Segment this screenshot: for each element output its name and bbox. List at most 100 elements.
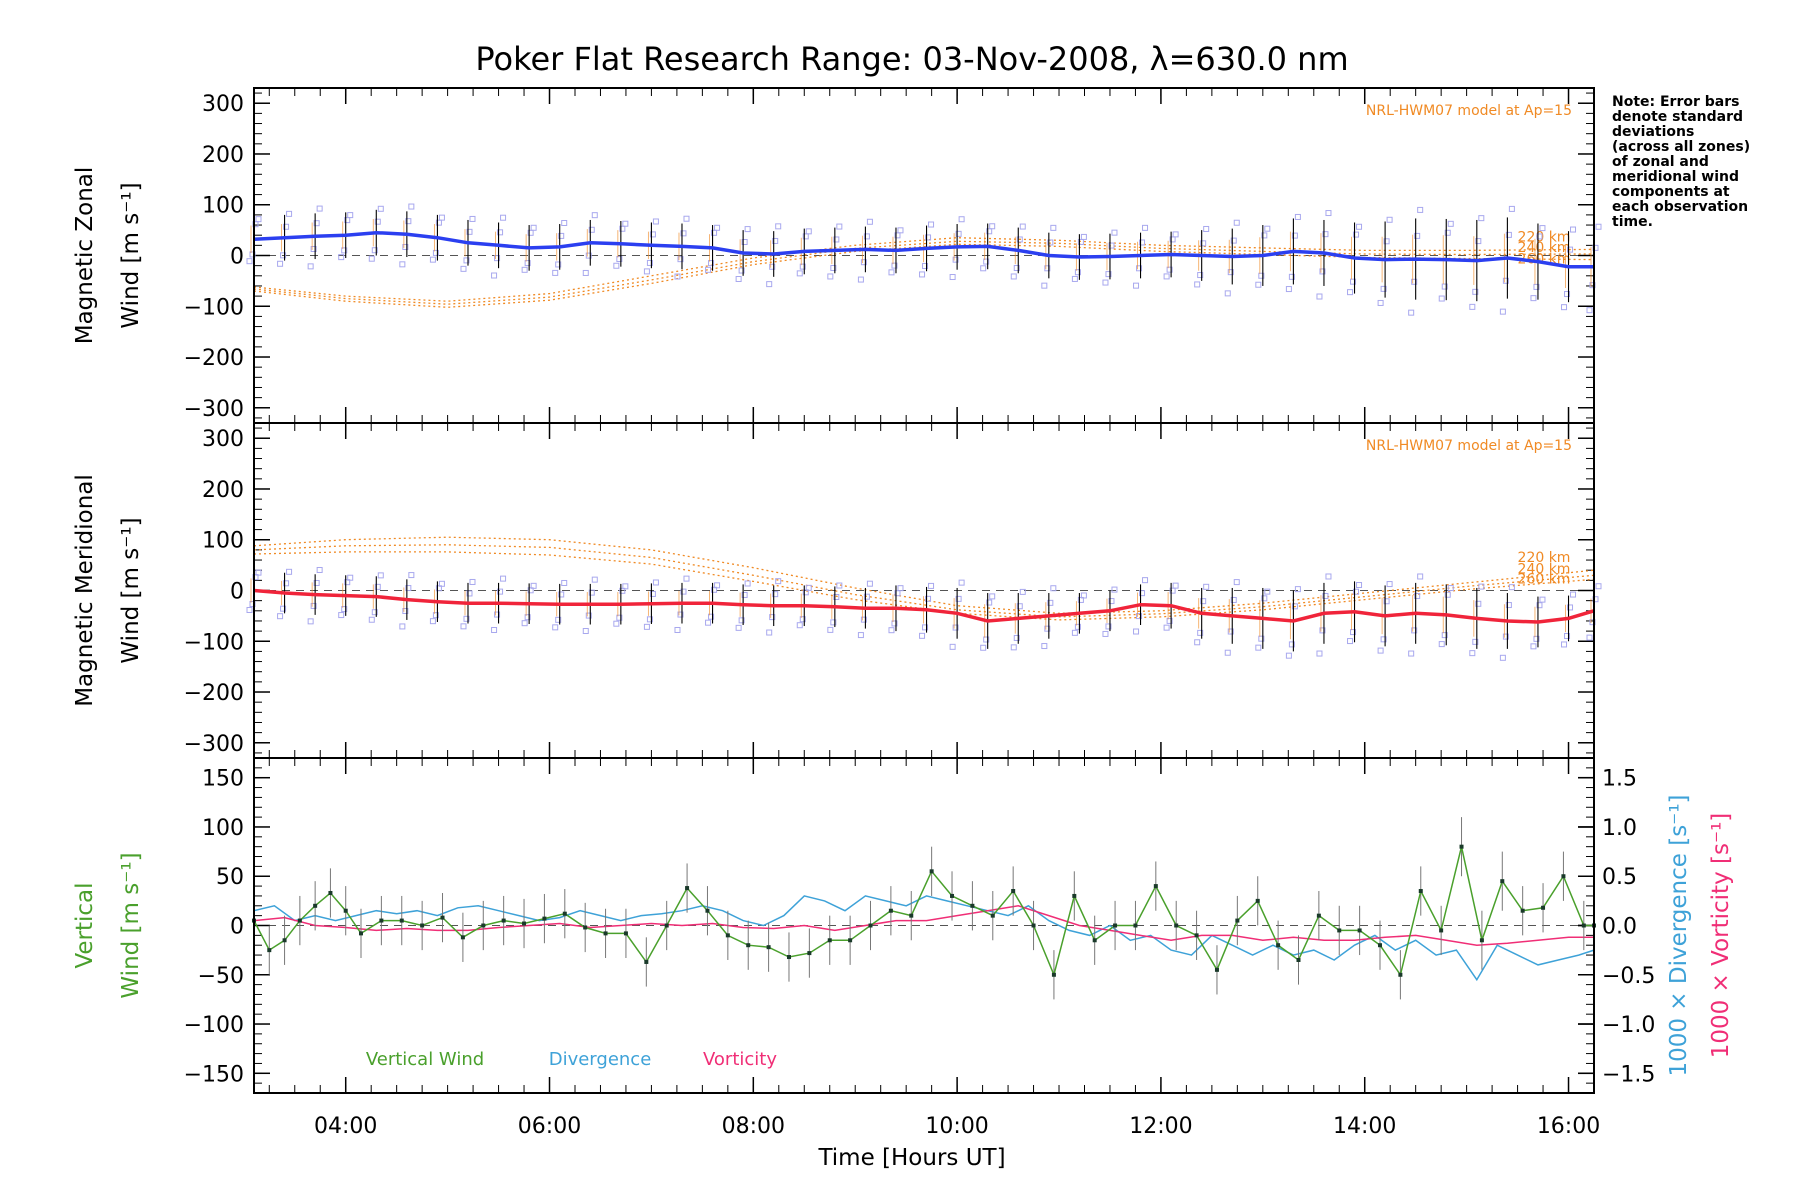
zone-point	[1133, 282, 1140, 289]
zone-point	[469, 578, 476, 585]
zone-point	[1595, 583, 1602, 590]
zone-point	[1016, 603, 1023, 610]
zone-point	[1142, 224, 1149, 231]
model-altitude-label: 220 km	[1518, 229, 1571, 245]
data-point	[542, 916, 547, 921]
zone-point	[741, 238, 748, 245]
zone-point	[1013, 265, 1020, 272]
zone-point	[1478, 583, 1485, 590]
model-curve-0	[253, 237, 1595, 302]
y-tick-label: −300	[184, 397, 244, 422]
zone-point	[1438, 295, 1445, 302]
data-point	[929, 869, 934, 874]
zone-point	[677, 611, 684, 618]
zone-point	[341, 247, 348, 254]
zone-point	[1203, 225, 1210, 232]
zone-point	[1441, 632, 1448, 639]
zone-point	[313, 220, 320, 227]
zone-point	[646, 259, 653, 266]
zone-point	[1325, 573, 1332, 580]
data-point	[1214, 967, 1219, 972]
zone-point	[741, 591, 748, 598]
zone-point	[1108, 598, 1115, 605]
y-tick-label: −300	[184, 732, 244, 757]
zone-point	[277, 613, 284, 620]
zone-point	[830, 265, 837, 272]
zone-point	[983, 258, 990, 265]
zone-point	[1105, 623, 1112, 630]
zone-point	[1233, 219, 1240, 226]
zone-point	[552, 269, 559, 276]
zone-point	[1502, 277, 1509, 284]
panel-vertical: −150 −100 −50 0 50 100 150 Vertical Wind [m s⁻¹]…	[72, 757, 1734, 1094]
zone-point	[1505, 602, 1512, 609]
zone-point	[952, 256, 959, 263]
data-point	[481, 923, 486, 928]
zone-point	[1194, 639, 1201, 646]
zone-point	[955, 595, 962, 602]
zone-point	[683, 575, 690, 582]
model-altitude-label: 240 km	[1518, 561, 1571, 577]
zone-point	[1469, 303, 1476, 310]
data-point	[1235, 918, 1240, 923]
zone-point	[616, 256, 623, 263]
zone-point	[769, 614, 776, 621]
zone-point	[405, 585, 412, 592]
zone-point	[1197, 272, 1204, 279]
zone-point	[827, 626, 834, 633]
data-point	[420, 923, 425, 928]
model-curve-2	[253, 243, 1595, 308]
zone-point	[466, 590, 473, 597]
zone-point	[1047, 239, 1054, 246]
zone-point	[1041, 643, 1048, 650]
x-tick-label: 16:00	[1537, 1114, 1600, 1139]
zone-point	[1233, 579, 1240, 586]
data-point	[909, 913, 914, 918]
zone-point	[399, 261, 406, 268]
zone-point	[1586, 307, 1593, 314]
zone-point	[1224, 290, 1231, 297]
y-tick-label: −150	[184, 1062, 244, 1087]
data-point	[1113, 923, 1118, 928]
zone-point	[799, 263, 806, 270]
y-tick-label: −50	[198, 964, 244, 989]
zone-point	[949, 274, 956, 281]
zone-point	[1319, 268, 1326, 275]
zone-point	[591, 212, 598, 219]
y-axis-label-line2: Wind [m s⁻¹]	[118, 852, 144, 998]
zone-point	[1261, 595, 1268, 602]
zone-point	[432, 612, 439, 619]
zone-point	[888, 269, 895, 276]
zone-point	[1316, 650, 1323, 657]
zone-point	[1227, 628, 1234, 635]
y-tick-label: 200	[202, 478, 244, 503]
y2-tick-label: −0.5	[1602, 964, 1655, 989]
zone-point	[796, 270, 803, 277]
zone-point	[744, 226, 751, 233]
data-point	[267, 948, 272, 953]
zone-point	[863, 593, 870, 600]
series-line-meridional	[253, 588, 1595, 624]
zone-point	[1071, 275, 1078, 282]
zone-point	[1285, 652, 1292, 659]
zone-point	[310, 246, 317, 253]
zone-point	[1102, 630, 1109, 637]
panel-meridional: −300 −200 −100 0 100 200 300 Magnetic Meridiona…	[72, 422, 1602, 759]
zone-point	[1258, 272, 1265, 279]
data-point	[1459, 844, 1464, 849]
data-point	[1011, 889, 1016, 894]
zone-point	[463, 615, 470, 622]
zone-point	[1530, 643, 1537, 650]
y-tick-label: 300	[202, 427, 244, 452]
zone-point	[836, 223, 843, 230]
zone-point	[374, 583, 381, 590]
zone-point	[860, 259, 867, 266]
zone-point	[1074, 269, 1081, 276]
zone-point	[1505, 231, 1512, 238]
panel-frame	[253, 757, 1595, 1094]
y-tick-label: 0	[230, 915, 244, 940]
zone-point	[738, 267, 745, 274]
zone-point	[463, 257, 470, 264]
data-point	[501, 918, 506, 923]
